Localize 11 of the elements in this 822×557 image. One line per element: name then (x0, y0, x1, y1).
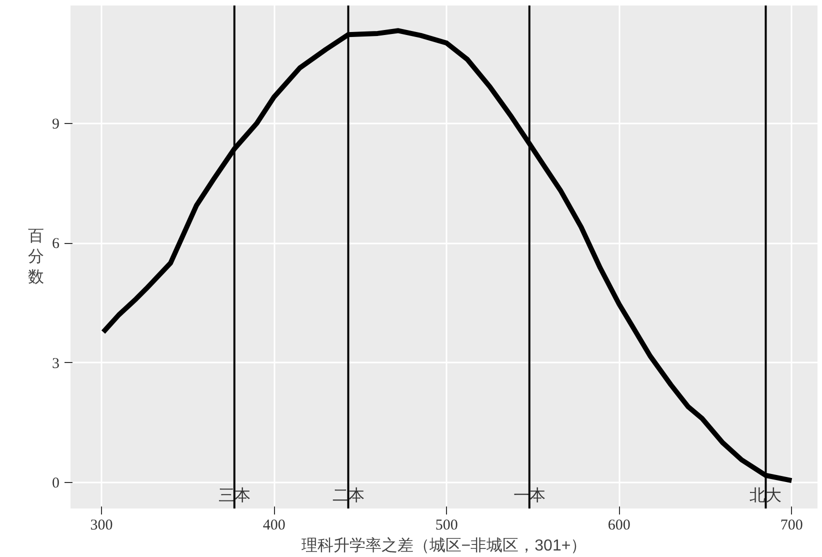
x-axis-title: 理科升学率之差（城区−非城区，301+） (301, 536, 587, 554)
x-tick-label: 500 (435, 518, 458, 534)
y-tick-label: 6 (52, 236, 60, 252)
x-tick-label: 700 (780, 518, 803, 534)
x-tick-label: 300 (90, 518, 113, 534)
y-tick-label: 3 (52, 356, 60, 372)
y-tick-label: 9 (52, 116, 60, 132)
y-axis-title: 百分数 (28, 228, 44, 286)
x-tick-label: 600 (608, 518, 630, 534)
y-tick-label: 0 (52, 476, 60, 492)
x-tick-label: 400 (262, 518, 286, 534)
